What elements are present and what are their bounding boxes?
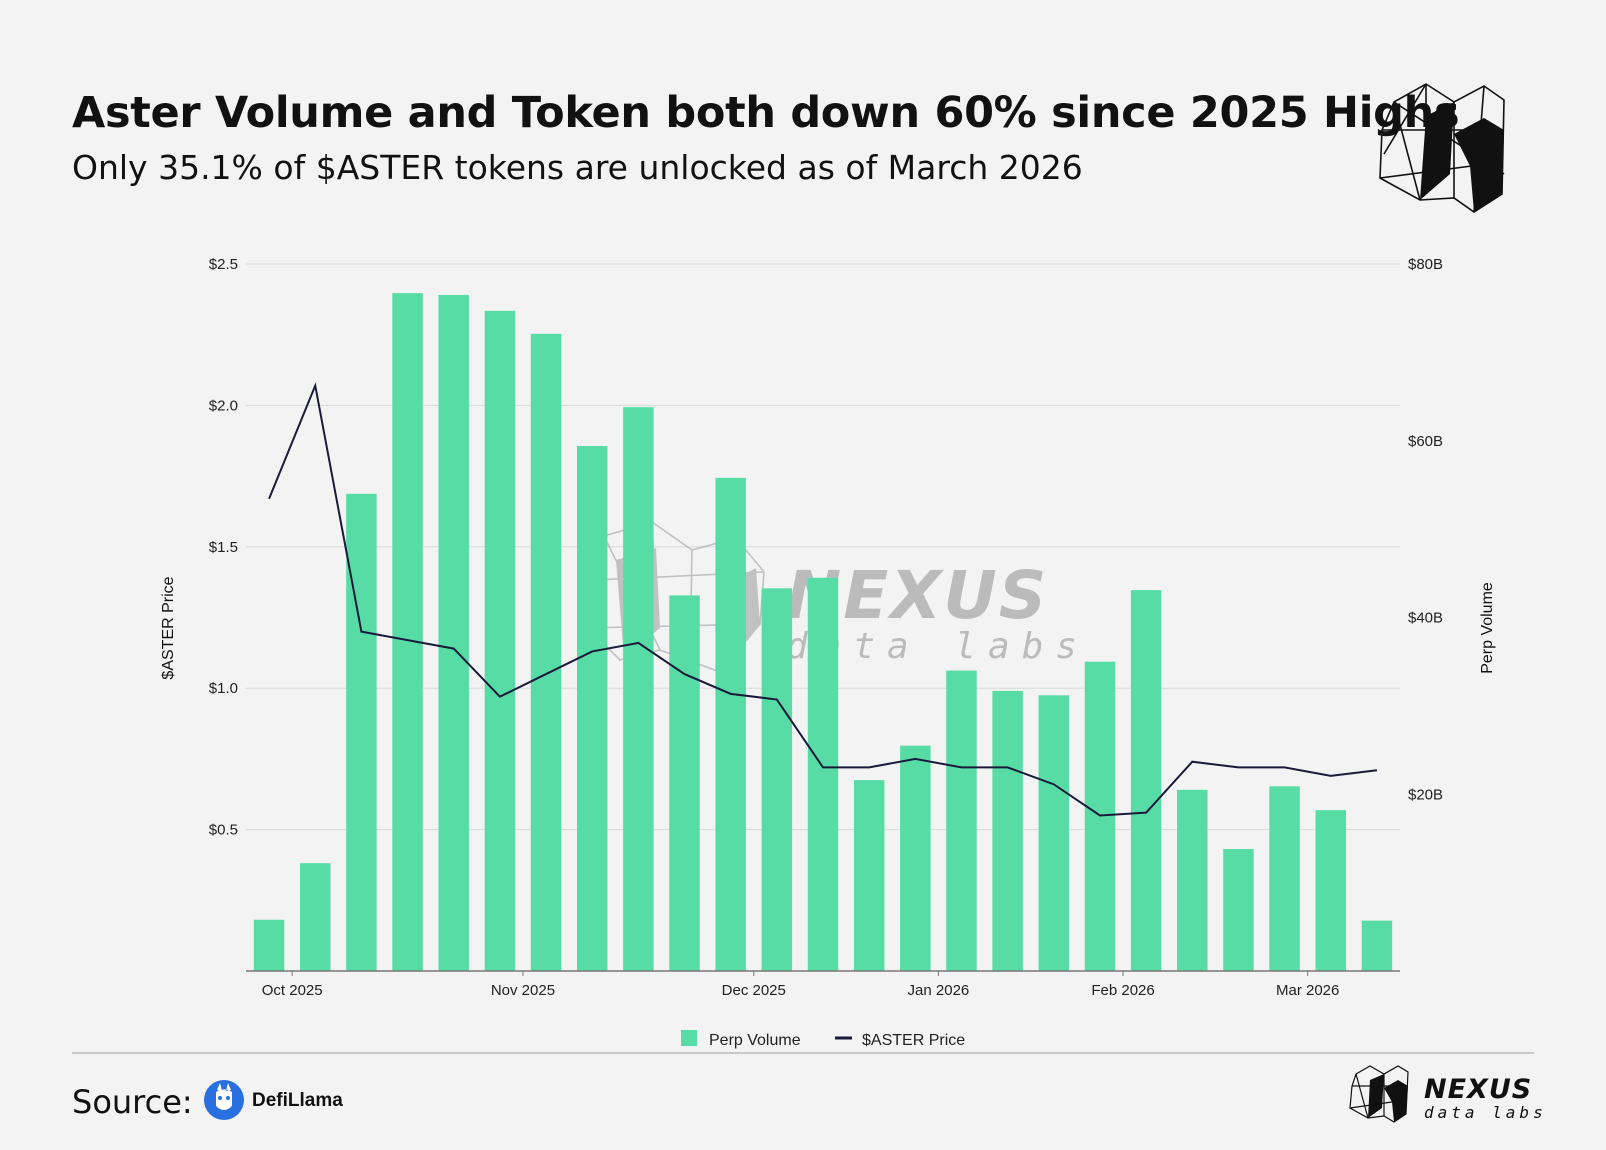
defillama-logo-icon — [204, 1080, 244, 1120]
bar — [761, 588, 793, 971]
source-label: Source: — [72, 1083, 193, 1121]
chart-area: NEXUS data labs $0.5 $1.0 $1.5 $2.0 $2.5 $20B… — [160, 256, 1496, 1049]
bar — [900, 745, 931, 971]
y-right-tick-label: $40B — [1408, 610, 1443, 627]
y-left-tick-label: $0.5 — [209, 822, 238, 839]
nexus-watermark: NEXUS data labs — [587, 521, 1077, 673]
x-tick-label: Nov 2025 — [491, 982, 555, 999]
legend-aster-price: $ASTER Price — [862, 1032, 965, 1049]
chart-title: Aster Volume and Token both down 60% sin… — [72, 88, 1460, 138]
x-tick-label: Oct 2025 — [262, 982, 323, 999]
bar — [392, 293, 423, 971]
x-tick-label: Mar 2026 — [1276, 982, 1339, 999]
legend-bar-swatch — [681, 1030, 697, 1046]
bar — [807, 577, 839, 971]
bar — [1269, 786, 1300, 971]
y-right-axis-title: Perp Volume — [1479, 582, 1496, 674]
bar — [530, 333, 562, 971]
nexus-logo-icon — [1379, 83, 1505, 213]
bar — [346, 493, 377, 971]
x-tick-label: Jan 2026 — [908, 982, 970, 999]
legend-perp-volume: Perp Volume — [709, 1032, 801, 1049]
footer-brand-name: NEXUS — [1424, 1074, 1533, 1105]
footer-divider — [72, 1052, 1534, 1054]
source-name: DefiLlama — [252, 1090, 343, 1111]
bar — [484, 310, 516, 971]
bar — [253, 919, 285, 971]
bar — [1038, 695, 1070, 971]
bar — [623, 407, 654, 972]
y-left-axis-title: $ASTER Price — [160, 576, 177, 679]
bar — [669, 595, 700, 971]
y-left-tick-label: $2.0 — [209, 397, 238, 414]
bar — [715, 477, 746, 971]
bar — [1130, 590, 1162, 971]
y-right-tick-label: $20B — [1408, 786, 1443, 803]
bar-series — [253, 293, 1393, 972]
bar — [946, 670, 977, 971]
x-tick-label: Feb 2026 — [1091, 982, 1154, 999]
bar — [1177, 789, 1208, 971]
bar — [1315, 810, 1346, 971]
y-left-tick-label: $1.0 — [209, 680, 238, 697]
bar — [1223, 849, 1254, 971]
chart-subtitle: Only 35.1% of $ASTER tokens are unlocked… — [72, 148, 1083, 187]
y-left-tick-label: $1.5 — [209, 539, 238, 556]
bar — [992, 690, 1023, 971]
bar — [438, 294, 469, 971]
x-tick-label: Dec 2025 — [722, 982, 786, 999]
nexus-footer-logo-icon — [1349, 1065, 1409, 1123]
legend: Perp Volume $ASTER Price — [681, 1030, 965, 1049]
y-left-tick-label: $2.5 — [209, 256, 238, 273]
bar — [576, 446, 608, 971]
footer-brand-sub: data labs — [1424, 1103, 1547, 1122]
bar — [1361, 920, 1393, 971]
line-series — [268, 382, 1378, 817]
axes: $0.5 $1.0 $1.5 $2.0 $2.5 $20B $40B $60B $80B Oct … — [209, 256, 1443, 999]
bar — [300, 863, 331, 971]
bar — [853, 780, 885, 971]
y-right-tick-label: $60B — [1408, 433, 1443, 450]
y-right-tick-label: $80B — [1408, 256, 1443, 273]
